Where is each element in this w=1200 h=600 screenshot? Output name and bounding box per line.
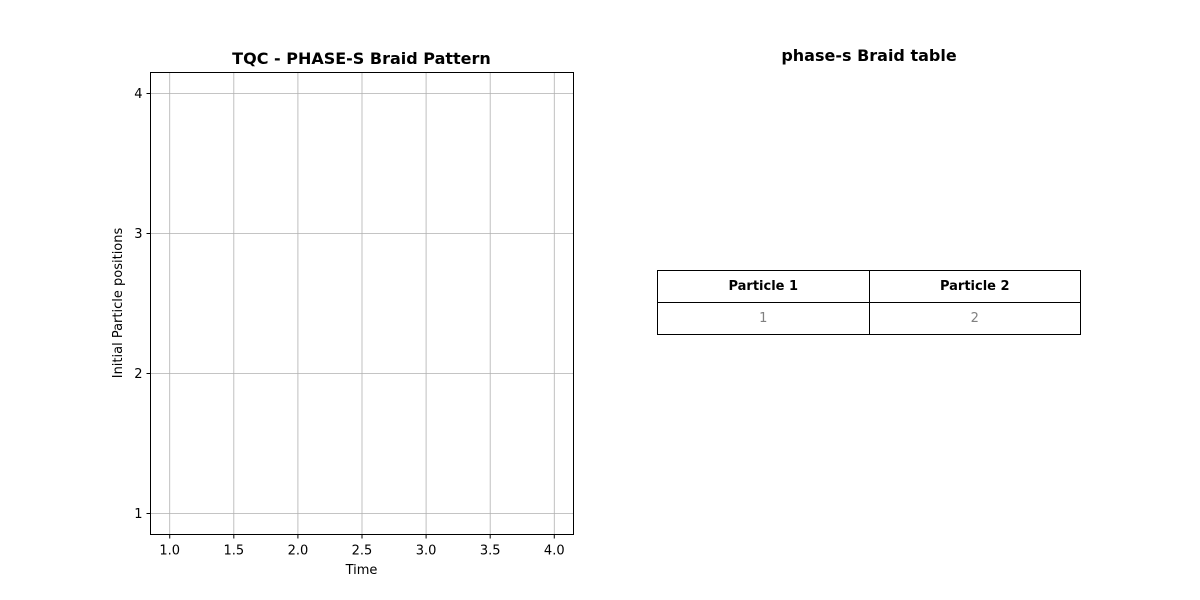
x-tick-label: 2.5	[352, 544, 373, 559]
x-tick-label: 3.0	[416, 544, 437, 559]
table-row: 1 2	[657, 302, 1081, 335]
x-tick-label: 3.5	[480, 544, 501, 559]
y-axis: 1 2 3 4	[134, 87, 151, 522]
x-tick-label: 1.0	[159, 544, 180, 559]
y-axis-label: Initial Particle positions	[111, 228, 126, 379]
x-axis: 1.0 1.5 2.0 2.5 3.0 3.5 4.0	[159, 534, 565, 559]
x-tick-label: 4.0	[544, 544, 565, 559]
table-title: phase-s Braid table	[781, 46, 957, 65]
y-tick-label: 2	[134, 367, 142, 382]
braid-table: Particle 1 Particle 2 1 2	[657, 270, 1081, 335]
x-axis-label: Time	[345, 563, 378, 578]
column-header-particle-2: Particle 2	[868, 270, 1081, 303]
table-cell: 2	[868, 302, 1081, 335]
column-header-particle-1: Particle 1	[657, 270, 870, 303]
x-tick-label: 2.0	[288, 544, 309, 559]
grid-lines	[150, 72, 574, 535]
y-tick-label: 3	[134, 227, 142, 242]
y-tick-label: 1	[134, 507, 142, 522]
chart-title: TQC - PHASE-S Braid Pattern	[232, 49, 491, 68]
table-cell: 1	[657, 302, 870, 335]
x-tick-label: 1.5	[223, 544, 244, 559]
y-tick-label: 4	[134, 87, 142, 102]
table-header-row: Particle 1 Particle 2	[657, 270, 1081, 303]
